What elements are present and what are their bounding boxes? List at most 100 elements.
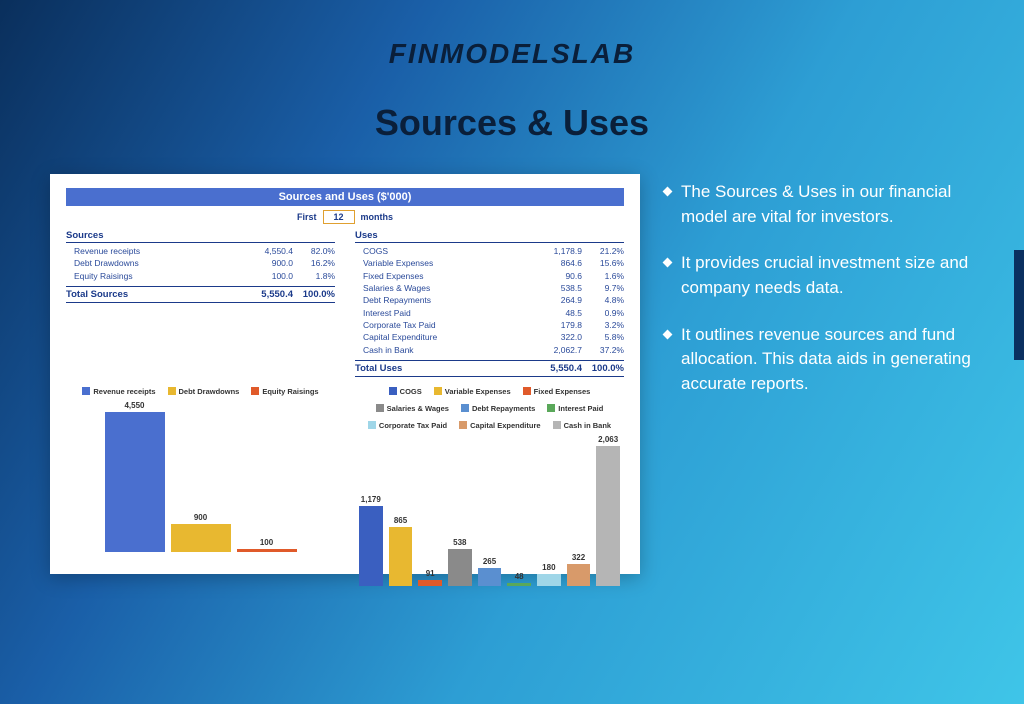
legend-item: COGS <box>389 387 422 396</box>
legend-label: Debt Repayments <box>472 404 535 413</box>
period-months-value: 12 <box>323 210 355 224</box>
row-value: 864.6 <box>532 257 582 269</box>
legend-label: Capital Expenditure <box>470 421 540 430</box>
row-percent: 0.9% <box>582 307 624 319</box>
para-text: The Sources & Uses in our financial mode… <box>681 180 974 229</box>
row-percent: 1.8% <box>293 270 335 282</box>
swatch-icon <box>376 404 384 412</box>
table-row: Cash in Bank2,062.737.2% <box>355 344 624 356</box>
uses-table: Uses COGS1,178.921.2%Variable Expenses86… <box>355 230 624 377</box>
bar: 180 <box>537 563 561 586</box>
table-row: Variable Expenses864.615.6% <box>355 257 624 269</box>
legend-item: Cash in Bank <box>553 421 612 430</box>
row-value: 48.5 <box>532 307 582 319</box>
bar-value: 1,179 <box>361 495 381 504</box>
legend-item: Debt Repayments <box>461 404 535 413</box>
bar: 100 <box>237 538 297 552</box>
bar-rect <box>389 527 413 586</box>
legend-label: Equity Raisings <box>262 387 318 396</box>
legend-item: Debt Drawdowns <box>168 387 240 396</box>
uses-legend: COGSVariable ExpensesFixed ExpensesSalar… <box>355 387 624 430</box>
legend-label: COGS <box>400 387 422 396</box>
row-label: Cash in Bank <box>355 344 532 356</box>
uses-total: Total Uses 5,550.4 100.0% <box>355 360 624 377</box>
row-percent: 16.2% <box>293 257 335 269</box>
row-label: COGS <box>355 245 532 257</box>
row-percent: 37.2% <box>582 344 624 356</box>
description-para: The Sources & Uses in our financial mode… <box>664 180 974 229</box>
bar-rect <box>418 580 442 586</box>
row-value: 179.8 <box>532 319 582 331</box>
sources-uses-card: Sources and Uses ($'000) First 12 months… <box>50 174 640 574</box>
legend-label: Cash in Bank <box>564 421 612 430</box>
table-row: Debt Drawdowns900.016.2% <box>66 257 335 269</box>
row-label: Variable Expenses <box>355 257 532 269</box>
table-row: Equity Raisings100.01.8% <box>66 270 335 282</box>
period-first: First <box>297 212 317 222</box>
bar-value: 4,550 <box>124 401 144 410</box>
row-value: 900.0 <box>243 257 293 269</box>
sources-table: Sources Revenue receipts4,550.482.0%Debt… <box>66 230 335 377</box>
uses-bars: 1,17986591538265481803222,063 <box>355 436 624 586</box>
swatch-icon <box>553 421 561 429</box>
sources-total-v2: 100.0% <box>293 289 335 300</box>
legend-item: Fixed Expenses <box>523 387 591 396</box>
bar: 322 <box>567 553 591 586</box>
bar: 4,550 <box>105 401 165 552</box>
bar: 865 <box>389 516 413 586</box>
side-accent-bar <box>1014 250 1024 360</box>
bar: 1,179 <box>359 495 383 586</box>
bar-rect <box>478 568 502 586</box>
row-value: 322.0 <box>532 331 582 343</box>
table-row: Capital Expenditure322.05.8% <box>355 331 624 343</box>
bar-rect <box>507 583 531 586</box>
period-months-label: months <box>361 212 394 222</box>
bar-value: 2,063 <box>598 435 618 444</box>
swatch-icon <box>251 387 259 395</box>
table-row: Corporate Tax Paid179.83.2% <box>355 319 624 331</box>
swatch-icon <box>461 404 469 412</box>
row-label: Revenue receipts <box>66 245 243 257</box>
bar-value: 180 <box>542 563 555 572</box>
bar-value: 900 <box>194 513 207 522</box>
card-title: Sources and Uses ($'000) <box>66 188 624 206</box>
content-row: Sources and Uses ($'000) First 12 months… <box>0 144 1024 574</box>
row-percent: 1.6% <box>582 270 624 282</box>
legend-item: Equity Raisings <box>251 387 318 396</box>
swatch-icon <box>168 387 176 395</box>
bar: 538 <box>448 538 472 586</box>
row-label: Capital Expenditure <box>355 331 532 343</box>
diamond-bullet-icon <box>663 187 673 197</box>
swatch-icon <box>434 387 442 395</box>
logo: FINMODELSLAB <box>0 0 1024 70</box>
description-para: It outlines revenue sources and fund all… <box>664 323 974 397</box>
bar-rect <box>105 412 165 552</box>
bar: 2,063 <box>596 435 620 586</box>
swatch-icon <box>523 387 531 395</box>
page-title: Sources & Uses <box>0 102 1024 144</box>
bar-value: 322 <box>572 553 585 562</box>
legend-label: Fixed Expenses <box>534 387 591 396</box>
bar-rect <box>237 549 297 552</box>
row-percent: 15.6% <box>582 257 624 269</box>
description-para: It provides crucial investment size and … <box>664 251 974 300</box>
bar-rect <box>537 574 561 586</box>
uses-head: Uses <box>355 230 624 243</box>
row-percent: 82.0% <box>293 245 335 257</box>
row-value: 100.0 <box>243 270 293 282</box>
table-row: Debt Repayments264.94.8% <box>355 294 624 306</box>
uses-total-label: Total Uses <box>355 363 532 374</box>
legend-item: Revenue receipts <box>82 387 155 396</box>
bar: 900 <box>171 513 231 552</box>
sources-total-v1: 5,550.4 <box>243 289 293 300</box>
row-percent: 4.8% <box>582 294 624 306</box>
row-label: Debt Repayments <box>355 294 532 306</box>
sources-head: Sources <box>66 230 335 243</box>
row-value: 90.6 <box>532 270 582 282</box>
legend-label: Variable Expenses <box>445 387 511 396</box>
bar-value: 865 <box>394 516 407 525</box>
row-value: 264.9 <box>532 294 582 306</box>
swatch-icon <box>459 421 467 429</box>
legend-item: Variable Expenses <box>434 387 511 396</box>
bar-rect <box>448 549 472 586</box>
